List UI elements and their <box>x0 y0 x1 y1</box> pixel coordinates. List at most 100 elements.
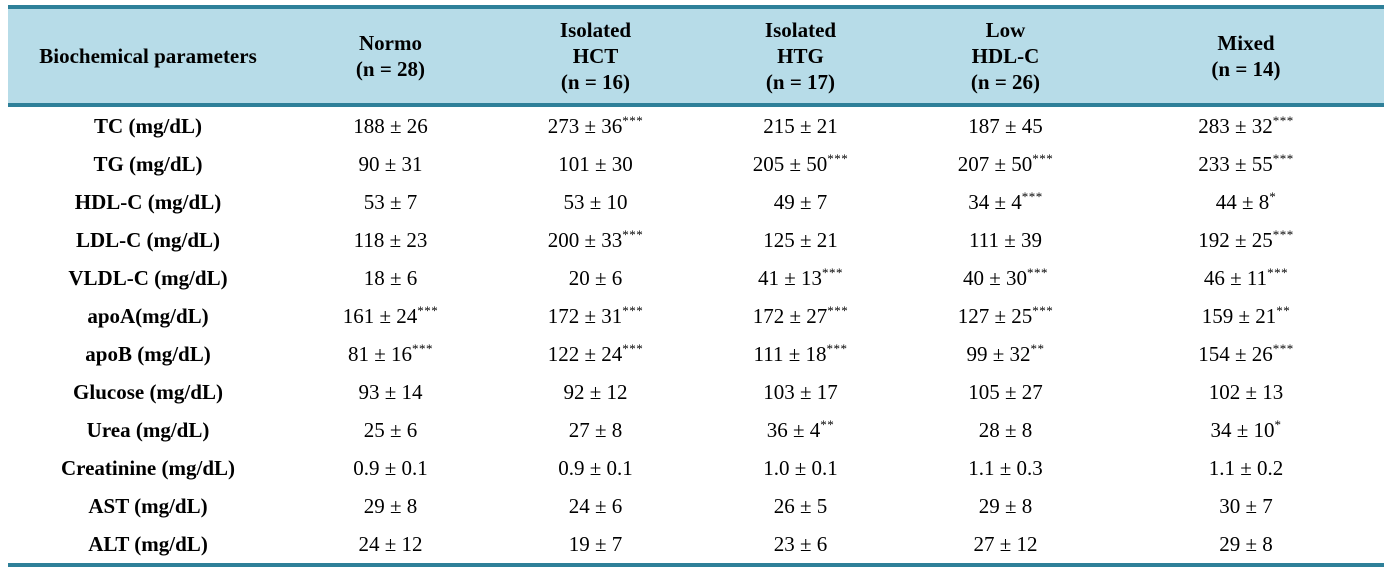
table-row: TG (mg/dL) 90 ± 31 101 ± 30 205 ± 50*** 207 … <box>8 145 1384 183</box>
significance-asterisks: * <box>1269 188 1277 204</box>
significance-asterisks: *** <box>1021 188 1043 204</box>
value-cell: 81 ± 16*** <box>288 335 493 373</box>
value-cell: 205 ± 50*** <box>698 145 903 183</box>
row-label: LDL-C (mg/dL) <box>8 221 288 259</box>
biochemical-parameters-table: Biochemical parameters Normo (n = 28) Is… <box>8 5 1384 567</box>
value-cell: 90 ± 31 <box>288 145 493 183</box>
value-cell: 101 ± 30 <box>493 145 698 183</box>
row-label: Creatinine (mg/dL) <box>8 449 288 487</box>
value-cell: 161 ± 24*** <box>288 297 493 335</box>
significance-asterisks: ** <box>1030 340 1045 356</box>
value-cell: 99 ± 32** <box>903 335 1108 373</box>
row-label: ALT (mg/dL) <box>8 525 288 565</box>
value-cell: 29 ± 8 <box>903 487 1108 525</box>
value-cell: 127 ± 25*** <box>903 297 1108 335</box>
value-cell: 273 ± 36*** <box>493 105 698 145</box>
row-label: apoB (mg/dL) <box>8 335 288 373</box>
value-cell: 159 ± 21** <box>1108 297 1384 335</box>
value-cell: 125 ± 21 <box>698 221 903 259</box>
value-cell: 172 ± 27*** <box>698 297 903 335</box>
significance-asterisks: *** <box>1032 150 1054 166</box>
value-cell: 102 ± 13 <box>1108 373 1384 411</box>
row-label: HDL-C (mg/dL) <box>8 183 288 221</box>
value-cell: 0.9 ± 0.1 <box>493 449 698 487</box>
table-row: LDL-C (mg/dL) 118 ± 23 200 ± 33*** 125 ± 21… <box>8 221 1384 259</box>
value-cell: 215 ± 21 <box>698 105 903 145</box>
significance-asterisks: *** <box>827 302 849 318</box>
significance-asterisks: *** <box>417 302 439 318</box>
significance-asterisks: * <box>1274 416 1282 432</box>
significance-asterisks: *** <box>1272 150 1294 166</box>
value-cell: 103 ± 17 <box>698 373 903 411</box>
table-row: HDL-C (mg/dL) 53 ± 7 53 ± 10 49 ± 7 34 ± 4**… <box>8 183 1384 221</box>
significance-asterisks: *** <box>1272 226 1294 242</box>
significance-asterisks: *** <box>1272 340 1294 356</box>
table-row: VLDL-C (mg/dL) 18 ± 6 20 ± 6 41 ± 13*** 40 ±… <box>8 259 1384 297</box>
value-cell: 154 ± 26*** <box>1108 335 1384 373</box>
value-cell: 18 ± 6 <box>288 259 493 297</box>
significance-asterisks: *** <box>826 340 848 356</box>
value-cell: 30 ± 7 <box>1108 487 1384 525</box>
value-cell: 24 ± 6 <box>493 487 698 525</box>
value-cell: 1.0 ± 0.1 <box>698 449 903 487</box>
value-cell: 28 ± 8 <box>903 411 1108 449</box>
significance-asterisks: *** <box>622 302 644 318</box>
row-label: VLDL-C (mg/dL) <box>8 259 288 297</box>
significance-asterisks: *** <box>1032 302 1054 318</box>
significance-asterisks: *** <box>622 340 644 356</box>
value-cell: 19 ± 7 <box>493 525 698 565</box>
value-cell: 46 ± 11*** <box>1108 259 1384 297</box>
row-label: TC (mg/dL) <box>8 105 288 145</box>
table-row: Creatinine (mg/dL) 0.9 ± 0.1 0.9 ± 0.1 1.0 … <box>8 449 1384 487</box>
value-cell: 188 ± 26 <box>288 105 493 145</box>
value-cell: 40 ± 30*** <box>903 259 1108 297</box>
value-cell: 233 ± 55*** <box>1108 145 1384 183</box>
table-row: AST (mg/dL) 29 ± 8 24 ± 6 26 ± 5 29 ± 8 30 ± … <box>8 487 1384 525</box>
value-cell: 207 ± 50*** <box>903 145 1108 183</box>
row-label: apoA(mg/dL) <box>8 297 288 335</box>
significance-asterisks: *** <box>1272 112 1294 128</box>
value-cell: 27 ± 12 <box>903 525 1108 565</box>
value-cell: 36 ± 4** <box>698 411 903 449</box>
table-header: Biochemical parameters Normo (n = 28) Is… <box>8 6 1384 107</box>
row-label: AST (mg/dL) <box>8 487 288 525</box>
significance-asterisks: *** <box>822 264 844 280</box>
significance-asterisks: *** <box>622 226 644 242</box>
value-cell: 53 ± 10 <box>493 183 698 221</box>
header-isolated-htg: Isolated HTG (n = 17) <box>698 6 903 107</box>
value-cell: 53 ± 7 <box>288 183 493 221</box>
significance-asterisks: *** <box>1027 264 1049 280</box>
value-cell: 23 ± 6 <box>698 525 903 565</box>
significance-asterisks: *** <box>622 112 644 128</box>
significance-asterisks: ** <box>820 416 835 432</box>
header-mixed: Mixed (n = 14) <box>1108 6 1384 107</box>
significance-asterisks: ** <box>1276 302 1291 318</box>
value-cell: 172 ± 31*** <box>493 297 698 335</box>
value-cell: 111 ± 18*** <box>698 335 903 373</box>
value-cell: 93 ± 14 <box>288 373 493 411</box>
row-label: Urea (mg/dL) <box>8 411 288 449</box>
table-body: TC (mg/dL) 188 ± 26 273 ± 36*** 215 ± 21 187… <box>8 105 1384 565</box>
value-cell: 25 ± 6 <box>288 411 493 449</box>
value-cell: 41 ± 13*** <box>698 259 903 297</box>
value-cell: 34 ± 4*** <box>903 183 1108 221</box>
value-cell: 200 ± 33*** <box>493 221 698 259</box>
table-row: apoB (mg/dL) 81 ± 16*** 122 ± 24*** 111 ± 1… <box>8 335 1384 373</box>
value-cell: 1.1 ± 0.3 <box>903 449 1108 487</box>
header-isolated-hct: Isolated HCT (n = 16) <box>493 6 698 107</box>
value-cell: 122 ± 24*** <box>493 335 698 373</box>
value-cell: 111 ± 39 <box>903 221 1108 259</box>
value-cell: 187 ± 45 <box>903 105 1108 145</box>
header-biochemical-parameters: Biochemical parameters <box>8 6 288 107</box>
value-cell: 26 ± 5 <box>698 487 903 525</box>
value-cell: 27 ± 8 <box>493 411 698 449</box>
table-row: ALT (mg/dL) 24 ± 12 19 ± 7 23 ± 6 27 ± 12 29 … <box>8 525 1384 565</box>
value-cell: 24 ± 12 <box>288 525 493 565</box>
row-label: TG (mg/dL) <box>8 145 288 183</box>
value-cell: 34 ± 10* <box>1108 411 1384 449</box>
table-row: apoA(mg/dL) 161 ± 24*** 172 ± 31*** 172 ± 2… <box>8 297 1384 335</box>
value-cell: 44 ± 8* <box>1108 183 1384 221</box>
significance-asterisks: *** <box>412 340 434 356</box>
significance-asterisks: *** <box>827 150 849 166</box>
value-cell: 192 ± 25*** <box>1108 221 1384 259</box>
